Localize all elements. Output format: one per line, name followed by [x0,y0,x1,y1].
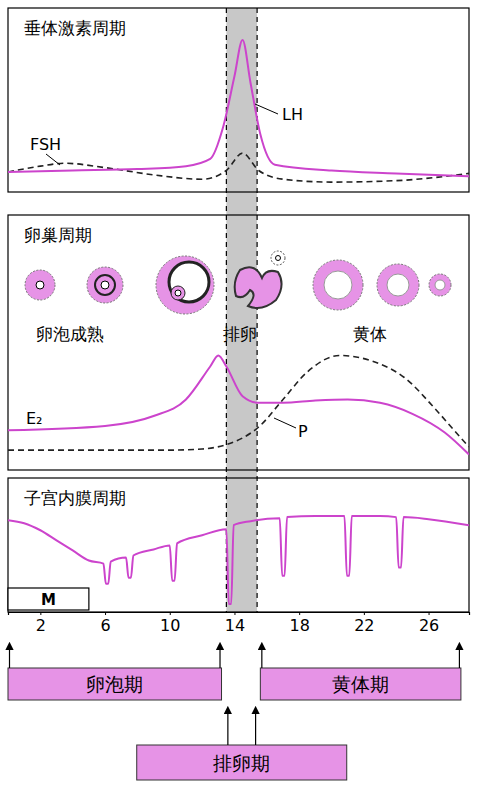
follicle [87,267,123,303]
series-label: LH [282,105,303,124]
stage-label: 排卵 [223,324,257,344]
series-line [8,153,469,182]
tick-mark [105,612,106,615]
tick-label: 6 [100,616,110,635]
series-label: FSH [30,135,61,154]
phase-group: 卵泡期排卵期 黄体期 [8,646,461,780]
panel-title: 子宫内膜周期 [24,488,126,508]
phase-label: 卵泡期 [86,673,143,695]
phase-arrow [9,646,10,668]
tick: 18 [289,612,309,635]
oocyte [36,281,44,289]
oocyte [101,281,109,289]
phase-label: 排卵期 [213,752,270,774]
plot-frame [8,8,469,192]
series-group [8,516,469,604]
phase-bar [8,668,222,700]
phase-bar [137,745,347,780]
tick-label: 26 [419,616,439,635]
tick-mark [429,612,430,615]
released-oocyte [271,251,285,265]
tick-mark [299,612,300,615]
corpus-luteum [377,264,419,306]
axis-line [9,613,470,616]
tick: 14 [225,612,245,635]
tick-label: 14 [225,616,245,635]
oocyte [175,290,181,296]
panel-title: 卵巢周期 [24,225,92,245]
ovulation-band-edge [257,8,258,612]
tick-mark [40,612,41,615]
menstruation-box [8,588,89,610]
series-group [8,356,469,455]
phase-arrow [459,646,460,668]
panel: 子宫内膜周期M261014182226卵泡期排卵期黄体期 [8,478,470,780]
tick: 26 [419,612,439,635]
corpus-luteum-core [324,271,352,299]
plot-frame [8,478,469,612]
tick-mark [364,612,365,615]
ruptured-follicle [235,267,282,308]
ovulation-band-edge [226,8,227,612]
annotation: M [41,591,56,609]
panel-title: 垂体激素周期 [24,18,126,38]
antrum [169,262,209,302]
corpus-luteum [429,274,451,296]
phase-label: 黄体期 [332,673,389,695]
corpus-luteum [313,260,363,310]
x-axis: 261014182226 [9,612,470,635]
phase-bar [260,668,461,700]
series-line [8,516,469,604]
stage-label: 黄体 [353,324,387,344]
follicle [156,256,214,314]
follicle-icons [25,251,451,314]
tick: 22 [354,612,374,635]
tick-label: 18 [289,616,309,635]
series-label: E₂ [26,409,43,428]
tick: 6 [100,612,110,635]
tick-label: 10 [160,616,180,635]
series-line [8,356,469,455]
series-line [8,40,469,176]
stage-label: 卵泡成熟 [36,324,104,344]
tick: 2 [36,612,46,635]
tick: 10 [160,612,180,635]
tick-mark [234,612,235,615]
panel: 垂体激素周期 FSH LH [8,8,469,192]
plot-frame [8,215,469,470]
follicle-ring [95,275,115,295]
phase-arrow [255,710,256,745]
leader-line [274,418,296,428]
corpus-luteum-core [387,274,409,296]
follicle [25,270,55,300]
phase-arrow [261,646,262,668]
tick-label: 2 [36,616,46,635]
panel: 卵巢周期卵泡成熟 排卵 黄体 E₂ P [8,215,469,470]
phase-arrow [227,710,228,745]
series-group [8,40,469,182]
phase-arrow [219,646,220,668]
series-line [8,356,469,451]
leader-line [255,104,278,114]
cumulus [171,286,185,300]
corpus-luteum-core [435,280,445,290]
series-label: P [298,422,308,441]
leader-line [46,154,60,165]
oocyte [276,256,281,261]
tick-label: 22 [354,616,374,635]
tick-mark [170,612,171,615]
chart-root: 垂体激素周期FSHLH卵巢周期卵泡成熟排卵黄体E₂P子宫内膜周期M2610141… [0,0,480,785]
